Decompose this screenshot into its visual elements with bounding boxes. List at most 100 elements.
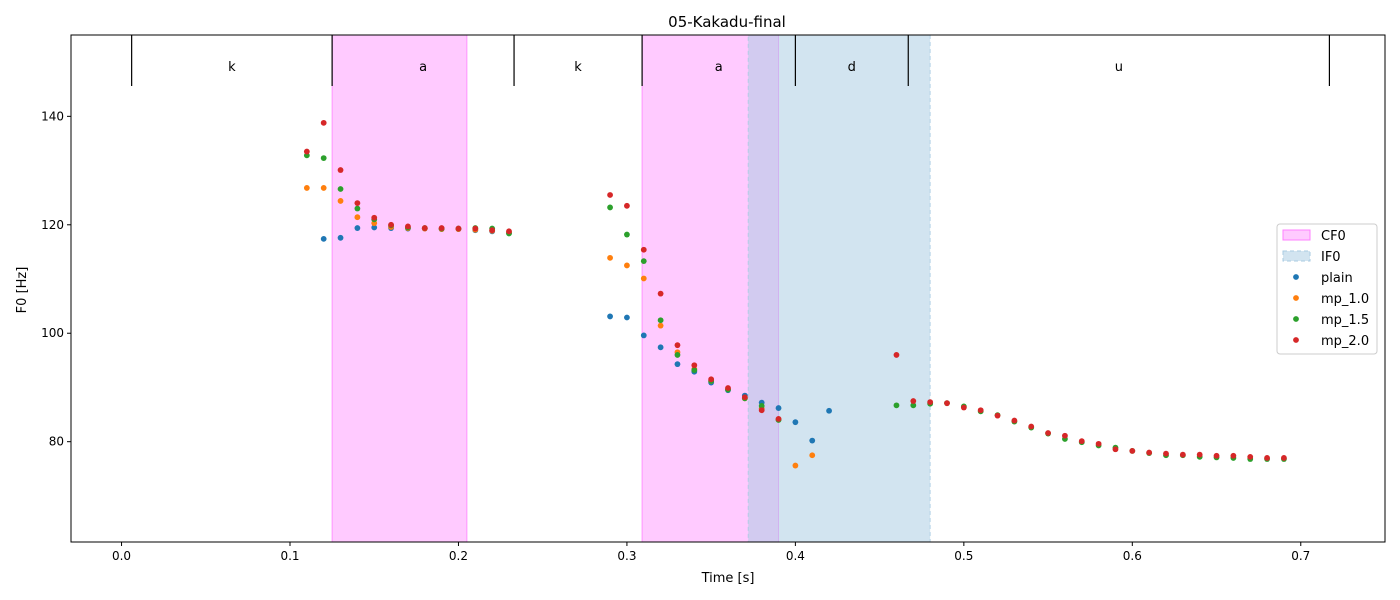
segment-label-2: k — [574, 60, 582, 75]
legend-swatch-cf0 — [1282, 229, 1311, 241]
mp_2.0-point-46 — [1264, 455, 1270, 461]
mp_1.0-point-24 — [792, 462, 799, 469]
mp_1.0-point-3 — [354, 214, 361, 221]
mp_2.0-point-14 — [624, 202, 630, 209]
plain-point-14 — [640, 332, 647, 339]
segment-label-4: d — [848, 60, 856, 75]
mp_2.0-point-29 — [977, 407, 984, 414]
region-if0-2 — [747, 34, 931, 543]
plain-point-3 — [371, 224, 378, 231]
legend-label-mp_2.0: mp_2.0 — [1321, 334, 1369, 349]
x-tick-label-0: 0.0 — [112, 549, 131, 563]
mp_2.0-point-36 — [1095, 440, 1102, 447]
x-tick-label-4: 0.4 — [786, 549, 805, 563]
legend-label-plain: plain — [1321, 271, 1353, 286]
mp_2.0-point-22 — [758, 407, 765, 414]
mp_2.0-point-40 — [1163, 450, 1169, 457]
mp_2.0-point-41 — [1179, 451, 1186, 458]
legend-marker-plain — [1293, 274, 1299, 280]
legend-marker-mp_2.0 — [1293, 337, 1299, 343]
plain-point-1 — [337, 234, 344, 241]
mp_2.0-point-42 — [1196, 451, 1203, 458]
legend-label-mp_1.0: mp_1.0 — [1321, 292, 1369, 307]
mp_1.5-point-17 — [674, 352, 681, 358]
mp_1.0-point-25 — [809, 452, 816, 459]
mp_2.0-point-34 — [1062, 432, 1068, 439]
legend-marker-mp_1.0 — [1293, 295, 1299, 301]
y-axis-title: F0 [Hz] — [15, 267, 30, 314]
segment-label-1: a — [419, 60, 427, 75]
legend-swatch-if0 — [1282, 250, 1311, 262]
mp_1.0-point-14 — [624, 262, 630, 269]
mp_2.0-point-17 — [674, 342, 681, 349]
plain-point-15 — [657, 344, 664, 351]
mp_1.0-point-1 — [320, 185, 327, 191]
mp_2.0-point-12 — [506, 228, 512, 235]
x-tick-label-3: 0.3 — [617, 549, 636, 563]
mp_2.0-point-7 — [421, 225, 428, 231]
legend: CF0 IF0 plain mp_1.0 mp_1.5 mp_2.0 — [1276, 223, 1378, 355]
mp_2.0-point-18 — [691, 362, 698, 369]
mp_2.0-point-44 — [1230, 452, 1237, 459]
mp_1.5-point-25 — [910, 402, 917, 409]
plain-point-16 — [674, 361, 681, 368]
segment-label-3: a — [715, 60, 723, 75]
y-axis: 80 100 120 140 — [41, 109, 71, 449]
plain-point-0 — [320, 235, 327, 242]
mp_2.0-point-38 — [1129, 448, 1136, 454]
mp_2.0-point-35 — [1078, 438, 1085, 445]
x-axis: 0.0 0.1 0.2 0.3 0.4 0.5 0.6 0.7 — [112, 542, 1310, 563]
mp_2.0-point-25 — [910, 398, 917, 404]
x-tick-label-1: 0.1 — [280, 549, 299, 563]
plain-point-12 — [607, 313, 613, 320]
plain-point-24 — [809, 437, 816, 444]
mp_2.0-point-13 — [607, 192, 613, 198]
mp_1.5-point-16 — [657, 317, 664, 324]
mp_1.0-point-15 — [640, 275, 647, 282]
mp_2.0-point-15 — [640, 246, 647, 253]
segment-label-5: u — [1115, 60, 1123, 75]
mp_2.0-point-16 — [657, 290, 664, 297]
y-tick-label-1: 100 — [41, 326, 64, 340]
mp_1.5-point-3 — [354, 205, 361, 212]
mp_2.0-point-4 — [371, 214, 378, 221]
legend-marker-mp_1.5 — [1293, 316, 1299, 322]
mp_2.0-point-39 — [1146, 449, 1153, 456]
mp_1.5-point-24 — [893, 402, 900, 409]
plain-point-13 — [624, 314, 630, 321]
plain-point-22 — [775, 405, 782, 411]
mp_2.0-point-6 — [405, 223, 411, 230]
mp_2.0-point-37 — [1112, 446, 1119, 453]
x-axis-title: Time [s] — [701, 571, 755, 586]
mp_2.0-point-1 — [320, 119, 327, 126]
y-tick-label-2: 120 — [41, 218, 64, 232]
data-points — [303, 119, 1287, 469]
region-cf0-0 — [331, 34, 468, 543]
legend-label-cf0: CF0 — [1321, 229, 1346, 244]
mp_2.0-point-43 — [1213, 452, 1220, 459]
mp_2.0-point-27 — [944, 400, 950, 407]
mp_1.5-point-1 — [320, 155, 327, 161]
mp_2.0-point-0 — [303, 148, 310, 155]
regions-layer — [331, 34, 931, 543]
mp_1.5-point-22 — [758, 402, 765, 409]
mp_2.0-point-26 — [927, 399, 934, 406]
mp_1.0-point-13 — [607, 254, 613, 261]
mp_2.0-point-47 — [1281, 455, 1287, 461]
y-tick-label-0: 80 — [49, 435, 64, 449]
mp_1.0-point-2 — [337, 198, 344, 204]
mp_2.0-point-23 — [775, 416, 782, 422]
mp_2.0-point-28 — [960, 404, 967, 411]
mp_1.5-point-13 — [607, 204, 613, 211]
chart-title: 05-Kakadu-final — [668, 13, 786, 31]
mp_2.0-point-8 — [438, 225, 445, 231]
plain-point-2 — [354, 225, 361, 231]
mp_1.0-point-0 — [303, 185, 310, 191]
mp_2.0-point-30 — [994, 412, 1001, 419]
x-tick-label-6: 0.6 — [1123, 549, 1142, 563]
plain-point-25 — [826, 407, 832, 414]
mp_2.0-point-9 — [455, 225, 462, 232]
mp_2.0-point-11 — [489, 227, 496, 234]
mp_2.0-point-10 — [472, 225, 479, 232]
